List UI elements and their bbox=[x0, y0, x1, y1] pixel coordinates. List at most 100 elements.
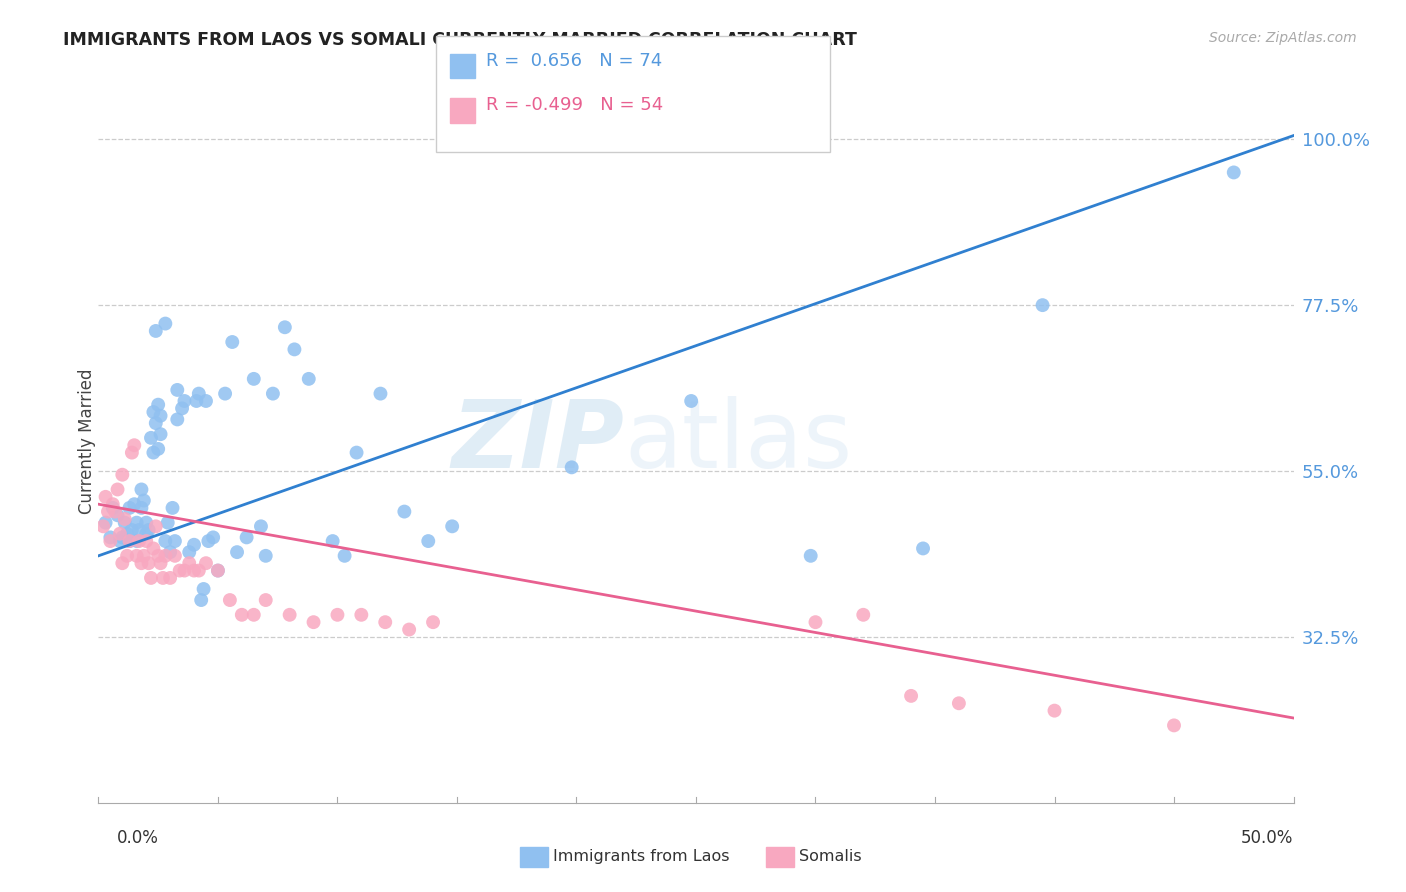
Point bbox=[97, 505, 120, 519]
Point bbox=[172, 401, 194, 416]
Point bbox=[183, 564, 205, 578]
Point bbox=[262, 386, 284, 401]
Point bbox=[138, 556, 160, 570]
Point bbox=[804, 615, 827, 630]
Point bbox=[900, 689, 922, 703]
Point bbox=[207, 564, 229, 578]
Text: Somalis: Somalis bbox=[799, 849, 862, 863]
Point bbox=[166, 412, 188, 426]
Text: Immigrants from Laos: Immigrants from Laos bbox=[553, 849, 730, 863]
Point bbox=[139, 571, 162, 585]
Point bbox=[418, 534, 440, 549]
Point bbox=[187, 386, 209, 401]
Point bbox=[190, 593, 212, 607]
Point bbox=[226, 545, 249, 559]
Point bbox=[243, 372, 266, 386]
Point bbox=[101, 500, 124, 515]
Point bbox=[278, 607, 301, 622]
Point bbox=[111, 530, 134, 544]
Point bbox=[124, 497, 146, 511]
Point bbox=[148, 549, 170, 563]
Point bbox=[302, 615, 325, 630]
Point bbox=[152, 571, 174, 585]
Point bbox=[156, 516, 179, 530]
Point bbox=[131, 483, 153, 497]
Point bbox=[207, 564, 229, 578]
Point bbox=[193, 582, 215, 596]
Point bbox=[254, 593, 277, 607]
Point bbox=[298, 372, 321, 386]
Point bbox=[115, 549, 138, 563]
Point bbox=[179, 545, 201, 559]
Point bbox=[169, 564, 191, 578]
Point bbox=[1032, 298, 1054, 312]
Point bbox=[131, 556, 153, 570]
Point bbox=[111, 556, 134, 570]
Point bbox=[163, 549, 186, 563]
Point bbox=[111, 467, 134, 482]
Point bbox=[142, 405, 165, 419]
Point bbox=[322, 534, 344, 549]
Point bbox=[195, 394, 218, 409]
Point bbox=[118, 534, 141, 549]
Point bbox=[681, 394, 703, 409]
Point bbox=[186, 394, 208, 409]
Point bbox=[148, 442, 170, 456]
Point bbox=[121, 445, 143, 459]
Point bbox=[118, 534, 141, 549]
Point bbox=[179, 556, 201, 570]
Point bbox=[163, 534, 186, 549]
Point bbox=[121, 523, 143, 537]
Point bbox=[135, 534, 157, 549]
Point bbox=[149, 427, 172, 442]
Point bbox=[107, 483, 129, 497]
Point bbox=[155, 534, 177, 549]
Point bbox=[250, 519, 273, 533]
Point bbox=[128, 534, 150, 549]
Point bbox=[145, 519, 167, 533]
Point bbox=[283, 343, 305, 357]
Point bbox=[187, 564, 209, 578]
Point bbox=[1043, 704, 1066, 718]
Point bbox=[125, 516, 148, 530]
Point bbox=[118, 500, 141, 515]
Point bbox=[159, 571, 181, 585]
Point bbox=[128, 523, 150, 537]
Point bbox=[346, 445, 368, 459]
Point bbox=[98, 534, 122, 549]
Point bbox=[115, 526, 138, 541]
Text: atlas: atlas bbox=[624, 395, 852, 488]
Point bbox=[101, 497, 124, 511]
Point bbox=[800, 549, 823, 563]
Point bbox=[350, 607, 373, 622]
Point bbox=[422, 615, 444, 630]
Point bbox=[561, 460, 583, 475]
Point bbox=[274, 320, 297, 334]
Text: 50.0%: 50.0% bbox=[1241, 830, 1294, 847]
Point bbox=[142, 541, 165, 556]
Point bbox=[221, 334, 243, 349]
Text: R = -0.499   N = 54: R = -0.499 N = 54 bbox=[486, 96, 664, 114]
Y-axis label: Currently Married: Currently Married bbox=[79, 368, 96, 515]
Point bbox=[131, 500, 153, 515]
Point bbox=[145, 324, 167, 338]
Point bbox=[374, 615, 396, 630]
Point bbox=[214, 386, 236, 401]
Point bbox=[911, 541, 934, 556]
Text: ZIP: ZIP bbox=[451, 395, 624, 488]
Point bbox=[108, 526, 131, 541]
Point bbox=[219, 593, 242, 607]
Point bbox=[107, 508, 129, 523]
Text: 0.0%: 0.0% bbox=[117, 830, 159, 847]
Point bbox=[1163, 718, 1185, 732]
Point bbox=[948, 696, 970, 710]
Point bbox=[124, 438, 146, 452]
Point bbox=[394, 505, 416, 519]
Point bbox=[183, 538, 205, 552]
Point bbox=[125, 549, 148, 563]
Point bbox=[114, 512, 136, 526]
Point bbox=[326, 607, 349, 622]
Point bbox=[94, 516, 117, 530]
Text: Source: ZipAtlas.com: Source: ZipAtlas.com bbox=[1209, 31, 1357, 45]
Point bbox=[235, 530, 257, 544]
